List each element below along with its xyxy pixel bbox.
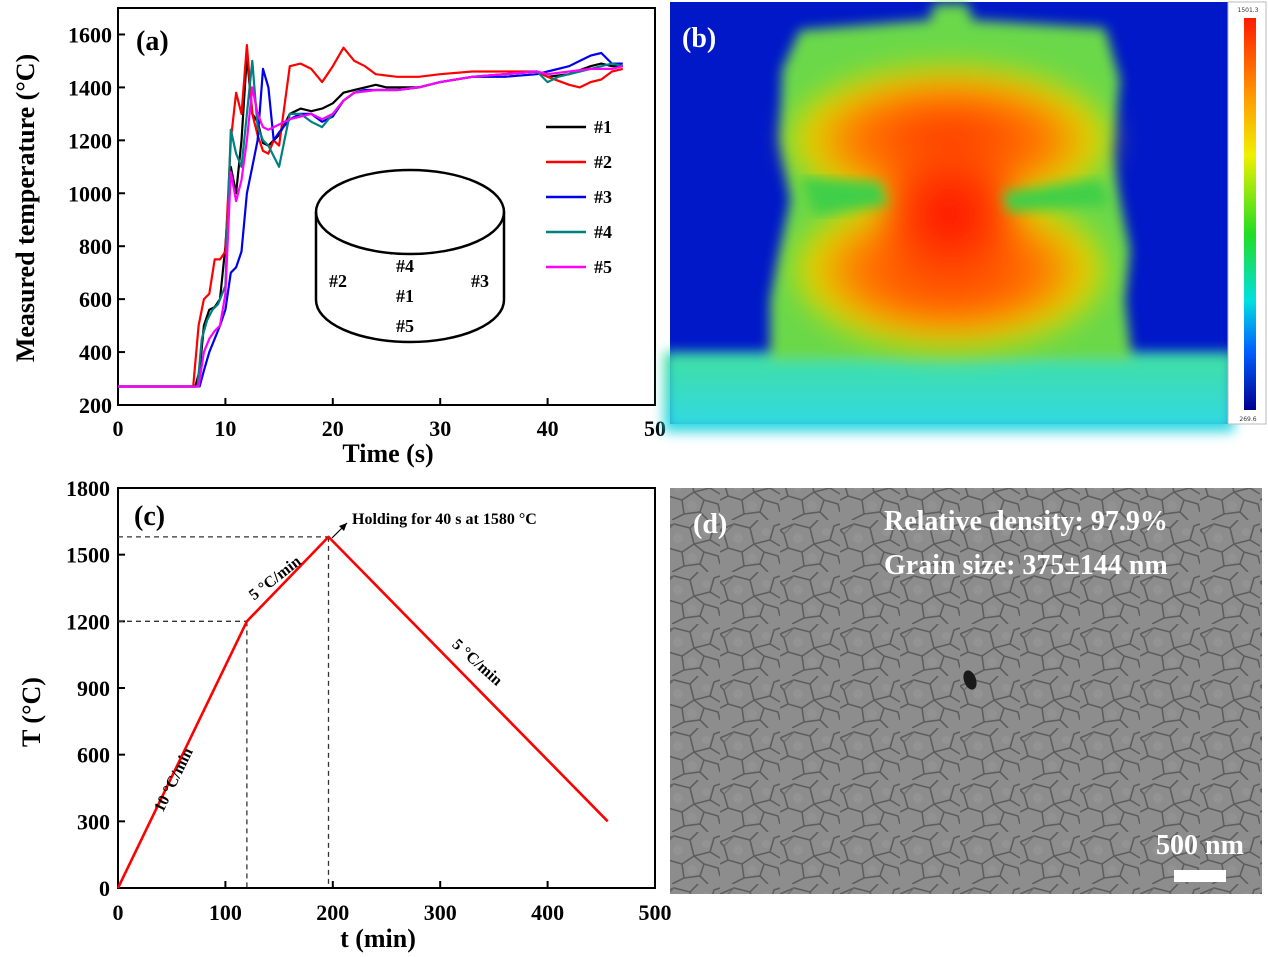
thermal-hot-core bbox=[875, 135, 1025, 295]
panel-c-frame bbox=[117, 487, 656, 889]
c-ytick-label: 1200 bbox=[66, 609, 110, 634]
c-xtick-label: 300 bbox=[424, 900, 457, 925]
panel-b-thermal-image: 1501.3 269.6 (b) bbox=[664, 1, 1267, 432]
legend-label-4: #4 bbox=[594, 222, 612, 242]
panel-a-y-axis-label: Measured temperature (°C) bbox=[11, 54, 40, 362]
a-ytick-label: 1400 bbox=[68, 75, 112, 100]
a-series-line-2 bbox=[118, 44, 624, 388]
c-ytick-label: 300 bbox=[77, 809, 110, 834]
panel-a-legend: #1 #2 #3 #4 #5 bbox=[546, 117, 612, 277]
c-xtick-label: 400 bbox=[531, 900, 564, 925]
c-profile-line bbox=[116, 535, 609, 889]
inset-label-3: #3 bbox=[471, 271, 489, 291]
sem-micrograph bbox=[670, 488, 1262, 894]
thermal-gap-left bbox=[800, 178, 888, 215]
colorbar-min: 269.6 bbox=[1239, 416, 1256, 423]
a-xtick-label: 20 bbox=[322, 416, 344, 441]
scale-bar-label: 500 nm bbox=[1156, 830, 1244, 861]
inset-label-4: #4 bbox=[396, 256, 414, 276]
a-xtick-label: 0 bbox=[113, 416, 124, 441]
legend-label-1: #1 bbox=[594, 117, 612, 137]
panel-a-frame bbox=[117, 7, 656, 406]
panel-d-label: (d) bbox=[693, 509, 727, 540]
thermal-floor bbox=[664, 352, 1234, 432]
a-ytick-label: 800 bbox=[79, 234, 112, 259]
a-xtick-label: 50 bbox=[644, 416, 666, 441]
a-ytick-label: 200 bbox=[79, 393, 112, 418]
holding-annotation: Holding for 40 s at 1580 °C bbox=[352, 511, 537, 528]
holding-arrowhead bbox=[339, 523, 347, 531]
c-xtick-label: 200 bbox=[316, 900, 349, 925]
inset-label-2: #2 bbox=[329, 271, 347, 291]
a-xtick-label: 40 bbox=[537, 416, 559, 441]
panel-d-sem-image: (d) Relative density: 97.9% Grain size: … bbox=[670, 488, 1262, 894]
colorbar bbox=[1244, 18, 1256, 410]
c-xtick-label: 100 bbox=[209, 900, 242, 925]
panel-a-label: (a) bbox=[136, 26, 169, 57]
a-xtick-label: 10 bbox=[214, 416, 236, 441]
a-ytick-label: 1600 bbox=[68, 22, 112, 47]
inset-label-5: #5 bbox=[396, 316, 414, 336]
c-ytick-label: 1500 bbox=[66, 543, 110, 568]
panel-a-x-ticks: 0 10 20 30 40 50 bbox=[113, 398, 666, 441]
panel-a-temperature-chart: 200 400 600 800 1000 1200 1400 1600 0 10 20 30 40 50… bbox=[11, 7, 666, 468]
grain-size-text: Grain size: 375±144 nm bbox=[884, 550, 1168, 581]
panel-c-y-axis-label: T (°C) bbox=[17, 677, 46, 747]
panel-b-label: (b) bbox=[682, 23, 716, 54]
panel-c-series bbox=[116, 535, 609, 889]
c-ytick-label: 600 bbox=[77, 743, 110, 768]
c-ytick-label: 0 bbox=[99, 876, 110, 901]
a-ytick-label: 1000 bbox=[68, 181, 112, 206]
c-ytick-label: 1800 bbox=[66, 476, 110, 501]
c-xtick-label: 500 bbox=[639, 900, 672, 925]
panel-c-x-axis-label: t (min) bbox=[340, 924, 416, 953]
cylinder-bottom bbox=[314, 299, 506, 344]
colorbar-max: 1501.3 bbox=[1238, 7, 1259, 14]
a-ytick-label: 600 bbox=[79, 287, 112, 312]
c-xtick-label: 0 bbox=[113, 900, 124, 925]
a-series-line-5 bbox=[118, 65, 624, 388]
a-ytick-label: 400 bbox=[79, 340, 112, 365]
panel-a-x-axis-label: Time (s) bbox=[342, 439, 433, 468]
inset-label-1: #1 bbox=[396, 286, 414, 306]
legend-label-2: #2 bbox=[594, 152, 612, 172]
a-xtick-label: 30 bbox=[429, 416, 451, 441]
panel-c-label: (c) bbox=[134, 501, 165, 532]
thermal-gap-right bbox=[1003, 180, 1110, 212]
legend-label-3: #3 bbox=[594, 187, 612, 207]
panel-a-y-ticks: 200 400 600 800 1000 1200 1400 1600 bbox=[68, 22, 125, 418]
c-ytick-label: 900 bbox=[77, 676, 110, 701]
cylinder-inset: #4 #2 #1 #3 #5 bbox=[314, 168, 506, 344]
panel-a-series bbox=[118, 44, 624, 388]
panel-c-y-ticks: 0 300 600 900 1200 1500 1800 bbox=[66, 476, 125, 901]
scale-bar bbox=[1174, 870, 1226, 882]
panel-c-x-ticks: 0 100 200 300 400 500 bbox=[113, 881, 672, 925]
sem-pore bbox=[963, 670, 977, 690]
a-ytick-label: 1200 bbox=[68, 128, 112, 153]
legend-label-5: #5 bbox=[594, 257, 612, 277]
panel-c-reference-lines bbox=[118, 536, 330, 888]
relative-density-text: Relative density: 97.9% bbox=[884, 506, 1168, 537]
